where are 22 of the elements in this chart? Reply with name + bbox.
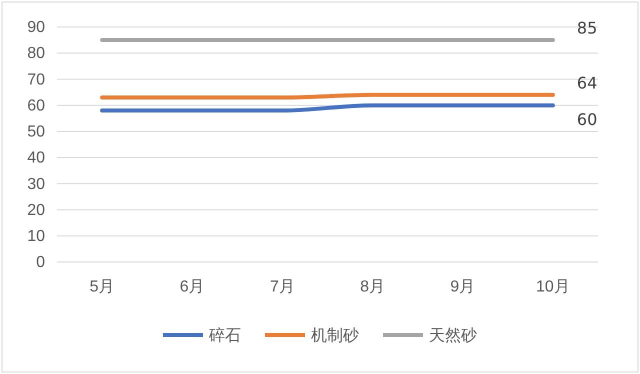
x-tick-label: 9月 (450, 278, 476, 296)
y-tick-label: 50 (27, 124, 46, 141)
data-label: 64 (576, 73, 598, 92)
legend-label: 碎石 (208, 326, 241, 345)
x-tick-label: 8月 (360, 278, 386, 296)
y-tick-label: 0 (36, 254, 46, 272)
y-tick-label: 40 (27, 150, 46, 167)
legend-label: 机制砂 (311, 326, 359, 345)
data-label: 60 (576, 110, 598, 129)
y-tick-label: 20 (27, 202, 46, 219)
data-label: 85 (576, 18, 598, 38)
y-tick-label: 80 (27, 45, 46, 62)
y-tick-label: 70 (27, 71, 46, 88)
x-tick-label: 6月 (180, 278, 205, 296)
y-tick-label: 60 (27, 97, 46, 114)
legend-label: 天然砂 (429, 326, 477, 345)
y-tick-label: 10 (27, 228, 46, 246)
x-tick-label: 7月 (270, 278, 295, 296)
x-tick-label: 10月 (536, 278, 570, 296)
x-tick-label: 5月 (90, 278, 115, 296)
y-tick-label: 90 (27, 19, 46, 36)
y-tick-label: 30 (27, 176, 46, 193)
